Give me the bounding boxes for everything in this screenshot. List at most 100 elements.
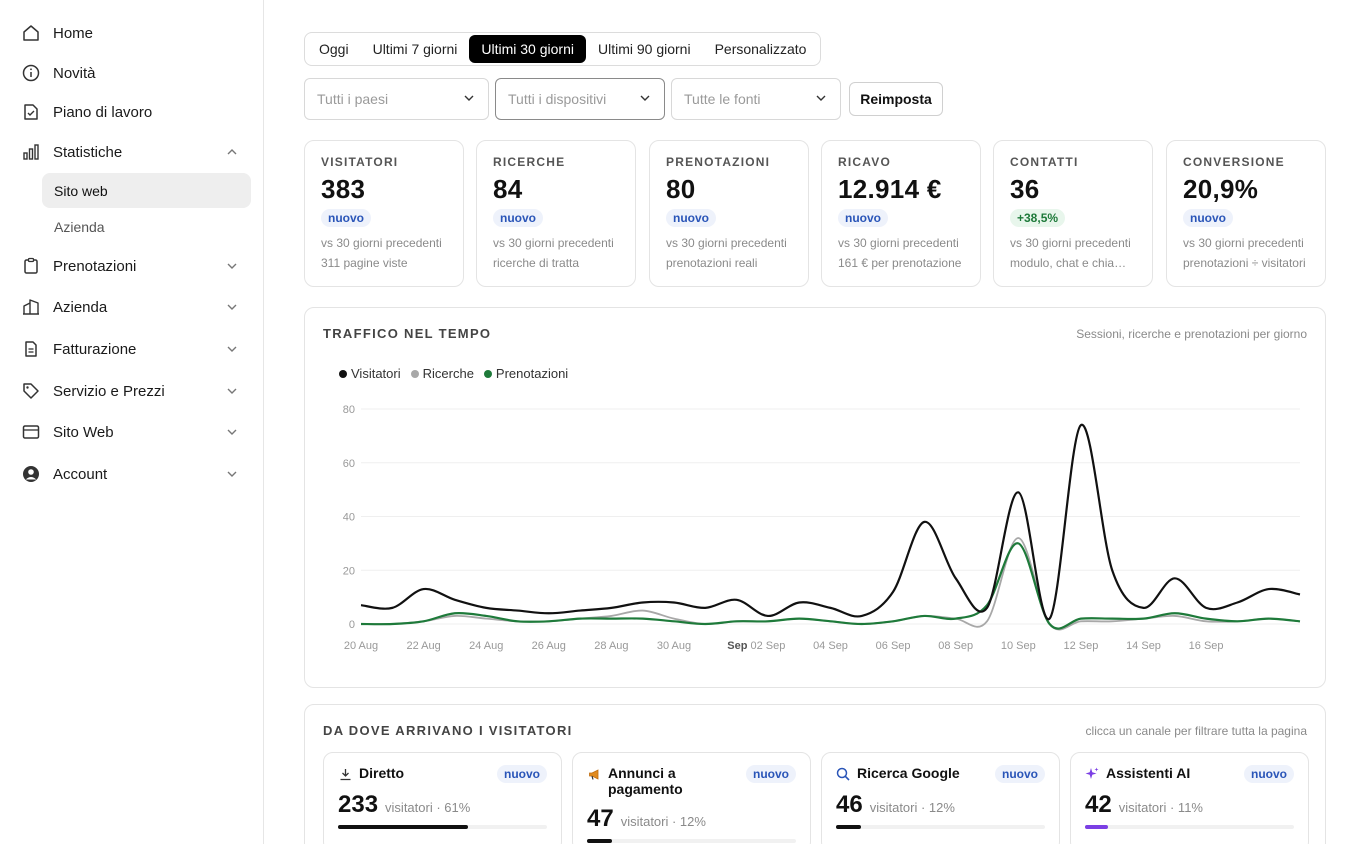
download-icon	[338, 767, 352, 781]
y-tick-label: 0	[349, 619, 355, 631]
megaphone-icon	[587, 767, 601, 781]
channel-card-assistenti-ai[interactable]: Assistenti AI nuovo 42 visitatori · 11%	[1070, 752, 1309, 844]
channel-share-fill	[338, 825, 468, 829]
device-select-value: Tutti i dispositivi	[508, 91, 607, 107]
kpi-label: Contatti	[1010, 155, 1079, 169]
range-personalizzato[interactable]: Personalizzato	[714, 41, 807, 57]
chevron-down-icon	[638, 91, 652, 108]
x-tick-label: 24 Aug	[469, 640, 503, 652]
building-icon	[20, 296, 42, 318]
traffic-title: Traffico nel tempo	[323, 326, 492, 341]
kpi-label: Conversione	[1183, 155, 1285, 169]
legend-item-visitatori[interactable]: Visitatori	[339, 366, 401, 381]
x-tick-label: 10 Sep	[1001, 640, 1036, 652]
range-ultimi-90-giorni[interactable]: Ultimi 90 giorni	[597, 41, 691, 57]
user-circle-icon	[20, 463, 42, 485]
channel-name: Ricerca Google	[857, 765, 960, 781]
channel-card-ricerca-google[interactable]: Ricerca Google nuovo 46 visitatori · 12%	[821, 752, 1060, 844]
x-tick-label: 14 Sep	[1126, 640, 1161, 652]
channel-value: 42	[1085, 791, 1112, 818]
channel-card-annunci[interactable]: Annunci a pagamento nuovo 47 visitatori …	[572, 752, 811, 844]
sidebar-item-piano-di-lavoro[interactable]: Piano di lavoro	[20, 95, 248, 129]
channel-desc: visitatori · 12%	[869, 800, 955, 815]
legend-item-ricerche[interactable]: Ricerche	[410, 366, 474, 381]
kpi-card-conversione: Conversione 20,9% nuovo vs 30 giorni pre…	[1166, 140, 1326, 287]
kpi-compare: vs 30 giorni precedenti	[1183, 236, 1304, 250]
series-line-visitatori	[360, 424, 1301, 620]
kpi-detail: prenotazioni ÷ visitatori	[1183, 256, 1306, 270]
device-select[interactable]: Tutti i dispositivi	[495, 78, 665, 120]
kpi-detail: 161 € per prenotazione	[838, 256, 962, 270]
chart-legend: Visitatori Ricerche Prenotazioni	[339, 366, 568, 381]
channel-share-bar	[1085, 825, 1294, 829]
sidebar-item-label: Fatturazione	[53, 340, 137, 358]
x-tick-label: 16 Sep	[1189, 640, 1224, 652]
chevron-down-icon	[224, 258, 240, 274]
legend-dot	[483, 369, 492, 378]
sidebar-item-account[interactable]: Account	[20, 457, 248, 491]
sidebar-item-prenotazioni[interactable]: Prenotazioni	[20, 249, 248, 283]
search-icon	[836, 767, 850, 781]
channel-badge: nuovo	[746, 765, 796, 783]
sidebar-item-home[interactable]: Home	[20, 16, 248, 50]
kpi-value: 84	[493, 174, 523, 204]
source-select[interactable]: Tutte le fonti	[671, 78, 841, 120]
kpi-value: 383	[321, 174, 366, 204]
sidebar-item-azienda[interactable]: Azienda	[20, 290, 248, 324]
bar-chart-icon	[20, 141, 42, 163]
channel-value: 233	[338, 791, 379, 818]
sidebar-subitem-azienda[interactable]: Azienda	[54, 218, 105, 235]
range-ultimi-7-giorni[interactable]: Ultimi 7 giorni	[372, 41, 458, 57]
date-range-selector: Oggi Ultimi 7 giorni Ultimi 30 giorni Ul…	[304, 32, 822, 66]
kpi-label: Prenotazioni	[666, 155, 771, 169]
chevron-down-icon	[224, 424, 240, 440]
sidebar-item-label: Servizio e Prezzi	[53, 382, 165, 400]
home-icon	[20, 22, 42, 44]
x-tick-label: 22 Aug	[406, 640, 440, 652]
channel-desc: visitatori · 12%	[620, 814, 706, 829]
x-tick-label: 12 Sep	[1063, 640, 1098, 652]
sidebar-item-novita[interactable]: Novità	[20, 56, 248, 90]
legend-label: Prenotazioni	[495, 366, 569, 381]
channel-card-diretto[interactable]: Diretto nuovo 233 visitatori · 61%	[323, 752, 562, 844]
y-tick-label: 60	[343, 458, 355, 470]
sidebar-item-fatturazione[interactable]: Fatturazione	[20, 332, 248, 366]
kpi-badge: nuovo	[493, 209, 543, 227]
channel-share-fill	[587, 839, 613, 843]
range-oggi[interactable]: Oggi	[319, 41, 349, 57]
sidebar-item-sito-web[interactable]: Sito Web	[20, 415, 248, 449]
kpi-label: Ricerche	[493, 155, 566, 169]
kpi-card-contatti: Contatti 36 +38,5% vs 30 giorni preceden…	[993, 140, 1153, 287]
y-tick-label: 20	[343, 565, 355, 577]
kpi-label: Visitatori	[321, 155, 399, 169]
traffic-chart[interactable]: 0 20 40 60 80 20 Aug 22 Aug 24 Aug 26 Aug 28 Aug 3…	[305, 308, 1325, 687]
legend-item-prenotazioni[interactable]: Prenotazioni	[483, 366, 569, 381]
y-tick-label: 40	[343, 512, 355, 524]
sidebar-item-label: Home	[53, 24, 94, 42]
sidebar-item-statistiche[interactable]: Statistiche	[20, 135, 248, 169]
chevron-down-icon	[224, 383, 240, 399]
kpi-value: 80	[666, 174, 696, 204]
legend-dot	[339, 369, 347, 378]
source-select-value: Tutte le fonti	[684, 91, 761, 107]
sidebar-item-label: Piano di lavoro	[53, 103, 153, 121]
kpi-compare: vs 30 giorni precedenti	[493, 236, 614, 250]
reset-button[interactable]: Reimposta	[849, 82, 943, 116]
traffic-note: Sessioni, ricerche e prenotazioni per gi…	[1076, 327, 1307, 341]
country-select-value: Tutti i paesi	[317, 91, 389, 107]
country-select[interactable]: Tutti i paesi	[304, 78, 489, 120]
range-ultimi-30-giorni[interactable]: Ultimi 30 giorni	[469, 35, 586, 63]
channels-panel: Da dove arrivano i visitatori clicca un …	[304, 704, 1326, 844]
kpi-value: 12.914 €	[838, 174, 942, 204]
channels-note: clicca un canale per filtrare tutta la p…	[1085, 724, 1307, 738]
kpi-badge: +38,5%	[1010, 209, 1066, 227]
kpi-badge: nuovo	[1183, 209, 1233, 227]
channel-value: 46	[836, 791, 863, 818]
chevron-down-icon	[224, 466, 240, 482]
sidebar-item-servizio-e-prezzi[interactable]: Servizio e Prezzi	[20, 374, 248, 408]
legend-label: Ricerche	[422, 366, 474, 381]
sidebar-subitem-sito-web[interactable]: Sito web	[42, 173, 251, 208]
y-tick-label: 80	[343, 404, 355, 416]
channel-share-bar	[836, 825, 1045, 829]
kpi-badge: nuovo	[666, 209, 716, 227]
